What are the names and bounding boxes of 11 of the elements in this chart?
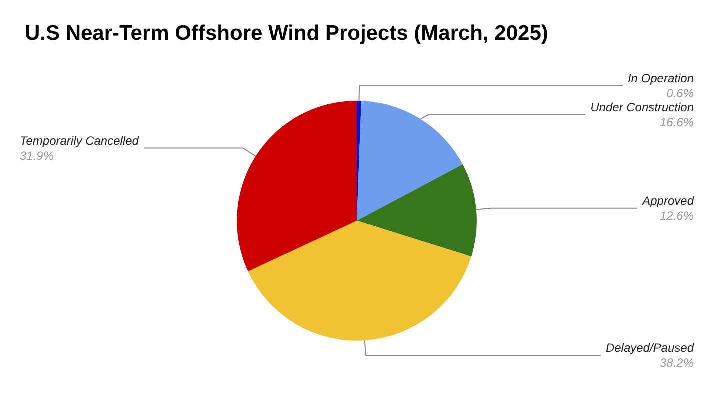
slice-label: Temporarily Cancelled bbox=[20, 134, 140, 148]
slice-label: Approved bbox=[642, 194, 694, 208]
data-label: 31.9% bbox=[20, 148, 54, 163]
slice-label: In Operation bbox=[628, 71, 694, 86]
slice-label: Delayed/Paused bbox=[606, 341, 694, 356]
data-label: 16.6% bbox=[660, 115, 694, 130]
data-label: 0.6% bbox=[666, 86, 694, 100]
chart-title: U.S Near-Term Offshore Wind Projects (March, 2025) bbox=[25, 22, 548, 45]
slice-label: Under Construction bbox=[590, 100, 694, 114]
data-label: 12.6% bbox=[660, 208, 694, 223]
data-label: 38.2% bbox=[660, 356, 694, 370]
